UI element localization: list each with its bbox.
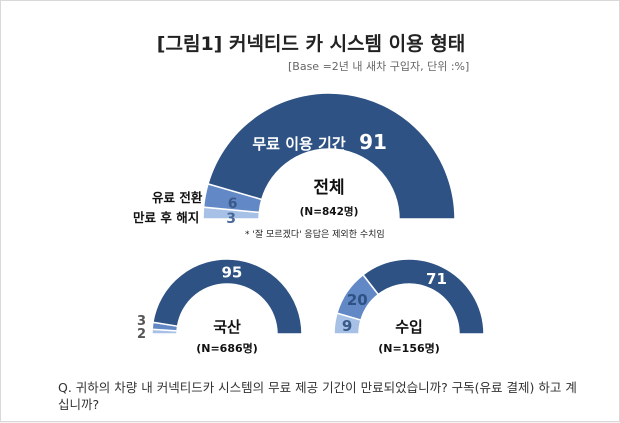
legend-free-end: 만료 후 해지 <box>133 210 200 225</box>
donut-0-segment-0 <box>207 92 456 220</box>
donut-0-value-0: 91 <box>359 130 387 154</box>
donut-0-value-1: 6 <box>228 196 238 212</box>
base-note: [Base =2년 내 새차 구입자, 단위 :%] <box>288 60 470 73</box>
donut-1-value-1: 3 <box>137 314 146 329</box>
donut-0-value-2: 3 <box>226 211 236 227</box>
donut-0-main-label: 무료 이용 기간 <box>252 135 345 153</box>
donut-1-group-label: 국산 <box>213 318 241 336</box>
donut-1-segment-0 <box>152 258 303 335</box>
figure-title: [그림1] 커넥티드 카 시스템 이용 형태 <box>156 33 466 55</box>
donut-2-segment-0 <box>361 258 485 335</box>
donut-2-group-label: 수입 <box>395 318 423 336</box>
legend-paid-switch: 유료 전환 <box>152 190 203 205</box>
donut-1-value-0: 95 <box>221 264 242 282</box>
donut-2-value-2: 9 <box>342 317 352 335</box>
donut-1-value-2: 2 <box>137 327 146 342</box>
survey-question: Q. 귀하의 차량 내 커넥티드카 시스템의 무료 제공 기간이 만료되었습니까… <box>58 380 577 412</box>
donut-0-group-label: 전체 <box>313 178 344 198</box>
donut-0-n-label: (N=842명) <box>300 205 359 218</box>
donut-1-n-label: (N=686명) <box>196 341 258 355</box>
donut-2-n-label: (N=156명) <box>378 341 440 355</box>
donut-2-value-0: 71 <box>426 270 447 288</box>
footnote: * '잘 모르겠다' 응답은 제외한 수치임 <box>245 230 385 240</box>
donut-2-value-1: 20 <box>347 291 368 309</box>
